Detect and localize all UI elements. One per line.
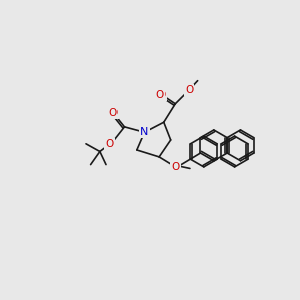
Text: O: O [106,139,114,149]
Text: O: O [110,108,118,118]
Text: O: O [157,89,166,100]
Text: O: O [108,108,116,118]
Text: N: N [140,127,149,137]
Text: O: O [185,85,193,95]
Text: O: O [171,162,179,172]
Text: O: O [171,162,179,172]
Text: O: O [105,139,113,149]
Text: O: O [156,89,164,100]
Text: N: N [140,127,149,137]
Text: O: O [185,85,193,95]
